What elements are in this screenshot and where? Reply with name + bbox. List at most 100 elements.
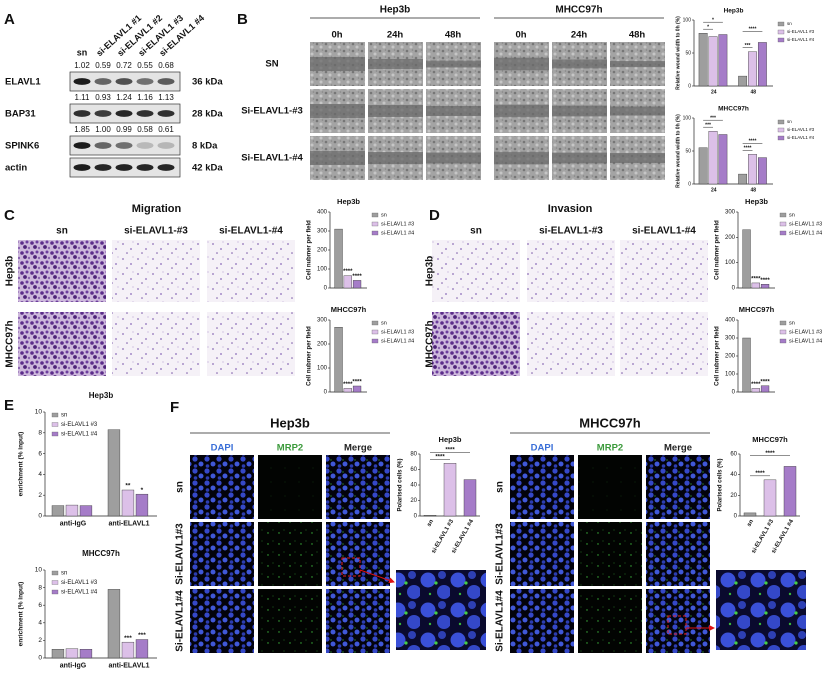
y-tick-label: 300 [317,229,328,235]
fluorescence-image [326,455,390,519]
y-tick-label: 400 [317,210,328,216]
y-tick-label: 200 [317,248,328,254]
legend-swatch [779,230,787,236]
legend-label: si-ELAVL1 #3 [787,29,815,34]
fluorescence-image [326,522,390,586]
bar [352,280,362,289]
bar [757,42,767,87]
band-quantification: 1.11 [75,93,91,102]
column-label: si-ELAVL1-#4 [219,226,283,237]
zoom-inset [716,570,806,650]
bar [443,463,457,517]
y-axis-label: enrichment (% input) [18,582,25,647]
wound-gap [368,59,423,69]
fluorescence-image [646,455,710,519]
band-quantification: 1.13 [158,93,174,102]
y-tick-label: 4 [38,620,42,627]
transwell-image [18,240,106,302]
legend-label: si-ELAVL1 #3 [789,221,822,227]
channel-label: Merge [664,443,692,454]
row-label: Si-ELAVL1#4 [175,590,186,652]
blot-band [73,78,91,85]
molecular-weight: 36 kDa [192,77,223,88]
significance: **** [751,277,761,283]
y-tick-label: 2 [38,637,42,644]
significance: **** [760,278,770,284]
blot-band [73,164,91,171]
blot-band [157,110,175,117]
panel-title: Invasion [548,203,593,215]
wound-gap [552,59,607,69]
x-tick-label: 48 [750,187,756,193]
row-label: MHCC97h [5,320,16,367]
bar [751,388,760,393]
band-quantification: 1.00 [95,125,111,134]
significance: * [141,487,144,494]
significance: **** [343,382,353,388]
wound-gap [368,152,423,164]
bar [698,147,708,185]
y-tick-label: 100 [725,372,736,378]
bar [760,385,770,393]
chart-title: Hep3b [439,435,462,444]
y-tick-label: 6 [38,602,42,609]
significance: **** [751,382,761,388]
significance: **** [760,379,770,385]
blot-band [94,142,112,149]
bar [760,284,770,289]
y-tick-label: 400 [725,318,736,324]
protein-label: SPINK6 [5,141,39,152]
bar [135,493,149,517]
wound-gap [310,104,365,118]
blot-band [157,78,175,85]
bar [121,641,135,659]
column-label: si-ELAVL1-#3 [539,226,603,237]
bar [79,505,93,517]
y-tick-label: 20 [410,498,417,504]
x-tick-label: sn [426,519,435,528]
blot-band [136,164,154,171]
legend-label: sn [787,21,792,26]
legend-label: si-ELAVL1 #3 [61,580,98,586]
significance: **** [749,138,757,144]
band-quantification: 0.72 [116,61,132,70]
legend-swatch [371,221,379,227]
x-tick-label: 24 [711,89,717,95]
transwell-image [112,312,200,376]
legend-swatch [777,29,785,35]
blot-band [157,164,175,171]
legend-swatch [777,37,785,43]
legend-label: si-ELAVL1 #4 [61,590,98,596]
transwell-image [18,312,106,376]
fluorescence-image [578,589,642,653]
fluorescence-image [258,522,322,586]
transwell-image [432,312,520,376]
legend-swatch [371,230,379,236]
y-tick-label: 4 [38,471,42,478]
row-label: MHCC97h [425,320,436,367]
time-label: 24h [571,30,588,41]
transwell-image [112,240,200,302]
y-tick-label: 0 [688,181,691,187]
y-tick-label: 50 [685,148,691,154]
blot-band [94,110,112,117]
legend-swatch [779,329,787,335]
bar [743,512,757,517]
transwell-image [620,240,708,302]
wound-gap [610,153,665,163]
blot-band [73,142,91,149]
bar [107,429,121,517]
y-tick-label: 6 [38,450,42,457]
bar [751,282,760,289]
significance: **** [749,27,757,33]
bar [763,479,777,517]
column-label: si-ELAVL1-#4 [632,226,696,237]
legend-swatch [779,338,787,344]
y-tick-label: 40 [730,472,737,478]
y-tick-label: 0 [732,390,736,396]
legend-label: si-ELAVL1 #4 [61,432,98,438]
chart-title: Hep3b [745,197,768,206]
protein-label: actin [5,163,27,174]
bar [65,504,79,517]
